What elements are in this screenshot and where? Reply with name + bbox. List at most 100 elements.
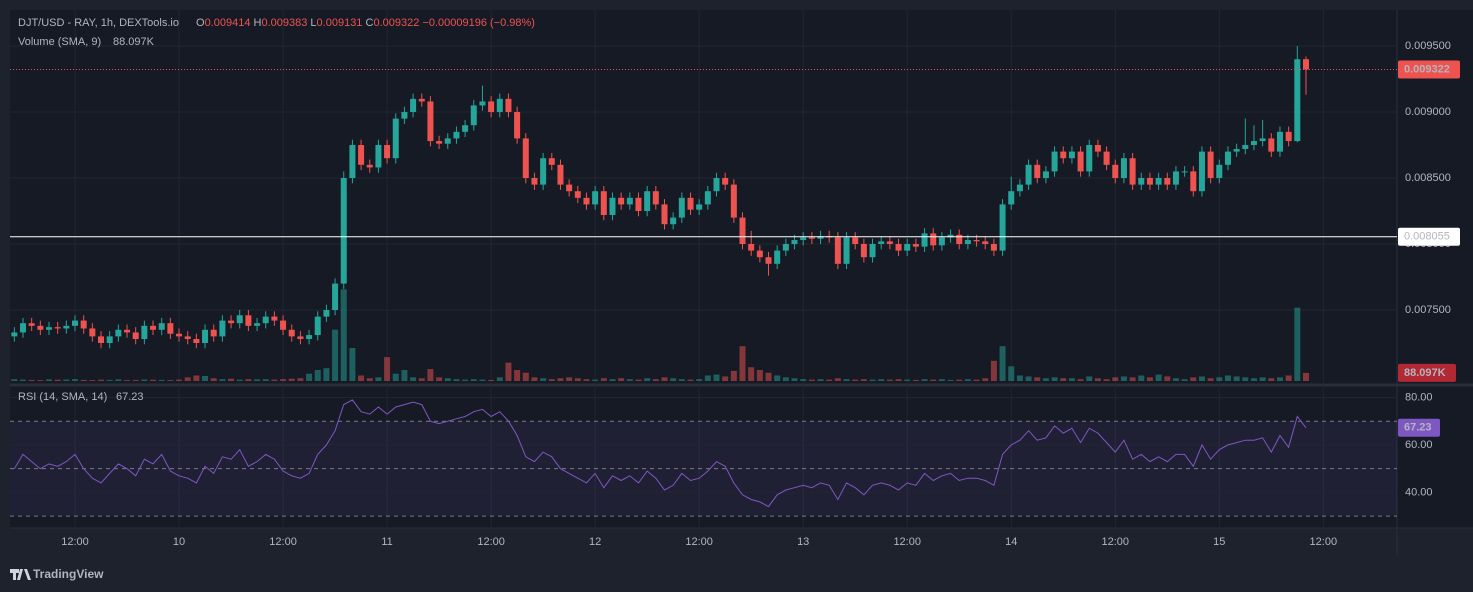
candle-body — [323, 309, 330, 317]
legend-value: 0.009131 — [317, 17, 363, 29]
candle-body — [1276, 131, 1283, 152]
candle-body — [592, 191, 599, 205]
candle-body — [37, 325, 44, 330]
volume-bar — [349, 348, 356, 381]
candle-body — [574, 191, 581, 198]
candle-body — [1190, 171, 1197, 192]
candle-body — [808, 237, 815, 239]
volume-bar — [193, 375, 200, 381]
candle-body — [236, 315, 243, 324]
volume-bar — [878, 379, 885, 381]
candle-body — [1120, 158, 1127, 179]
volume-bar — [1172, 378, 1179, 381]
volume-bar — [462, 379, 469, 381]
volume-bar — [722, 376, 729, 381]
volume-bar — [618, 378, 625, 381]
volume-bar — [834, 378, 841, 381]
candle-body — [1285, 131, 1292, 142]
candle-body — [1016, 184, 1023, 192]
legend-change: −0.00009196 (−0.98%) — [422, 17, 535, 29]
candle-body — [869, 244, 876, 258]
rsi-tick-label: 40.00 — [1405, 486, 1433, 498]
candle-body — [817, 236, 824, 239]
volume-bar — [912, 379, 919, 381]
volume-tag — [1398, 363, 1456, 382]
candle-body — [1216, 164, 1223, 179]
candle-body — [912, 244, 919, 247]
volume-bar — [158, 379, 165, 381]
volume-bar — [1242, 377, 1249, 381]
volume-bar — [80, 379, 87, 381]
volume-bar — [531, 377, 538, 381]
x-tick-label: 12:00 — [685, 536, 713, 548]
candle-body — [600, 191, 607, 215]
volume-bar — [843, 379, 850, 381]
candle-body — [375, 145, 382, 168]
candle-body — [791, 240, 798, 245]
legend-key: O — [196, 17, 205, 29]
volume-bar — [557, 378, 564, 381]
volume-bar — [1120, 376, 1127, 381]
volume-bar — [713, 374, 720, 381]
volume-bar — [89, 380, 96, 381]
volume-bar — [262, 379, 269, 381]
volume-bar — [1198, 376, 1205, 381]
candle-body — [930, 233, 937, 246]
candle-body — [46, 327, 53, 330]
x-tick-label: 14 — [1005, 536, 1017, 548]
x-tick-label: 12 — [589, 536, 601, 548]
volume-bar — [314, 370, 321, 381]
candle-body — [583, 197, 590, 205]
rsi-tick-label: 60.00 — [1405, 439, 1433, 451]
y-tick-label: 0.009500 — [1405, 40, 1451, 52]
candle-body — [548, 158, 555, 165]
volume-bar — [852, 379, 859, 381]
candle-body — [141, 325, 148, 340]
volume-bar — [280, 379, 287, 381]
candle-body — [245, 315, 252, 326]
candle-body — [89, 328, 96, 337]
candle-body — [522, 138, 529, 179]
price-line-label: 0.008055 — [1404, 231, 1450, 243]
volume-bar — [1042, 378, 1049, 381]
last-price-tag — [1398, 60, 1460, 79]
volume-bar — [1008, 366, 1015, 381]
volume-bar — [782, 377, 789, 381]
candle-body — [1242, 145, 1249, 149]
volume-bar — [696, 379, 703, 381]
candle-body — [150, 325, 157, 330]
volume-bar — [1138, 375, 1145, 381]
candle-body — [63, 325, 70, 329]
x-tick-label: 12:00 — [1102, 536, 1130, 548]
candle-body — [20, 323, 27, 333]
candle-body — [280, 320, 287, 330]
volume-bar — [956, 379, 963, 381]
volume-bar — [1268, 378, 1275, 381]
volume-bar — [392, 373, 399, 381]
volume-bar — [479, 379, 486, 381]
candle-body — [1138, 178, 1145, 185]
candle-body — [427, 101, 434, 142]
x-tick-label: 10 — [173, 536, 185, 548]
volume-bar — [1190, 377, 1197, 381]
candle-body — [1302, 59, 1309, 70]
volume-bar — [826, 379, 833, 381]
volume-bar — [574, 378, 581, 381]
candle-body — [228, 320, 235, 324]
candle-body — [852, 237, 859, 245]
candle-body — [444, 138, 451, 144]
volume-bar — [1025, 376, 1032, 381]
price-line-tag — [1398, 227, 1460, 246]
candle-body — [384, 145, 391, 159]
volume-bar — [748, 367, 755, 381]
volume-bar — [1103, 379, 1110, 381]
volume-bar — [730, 370, 737, 381]
volume-bar — [1051, 377, 1058, 381]
volume-bar — [488, 379, 495, 381]
volume-bar — [115, 379, 122, 381]
candle-body — [176, 333, 183, 337]
candle-body — [1198, 151, 1205, 192]
volume-bar — [609, 379, 616, 381]
volume-bar — [1112, 377, 1119, 381]
candle-body — [124, 329, 131, 333]
